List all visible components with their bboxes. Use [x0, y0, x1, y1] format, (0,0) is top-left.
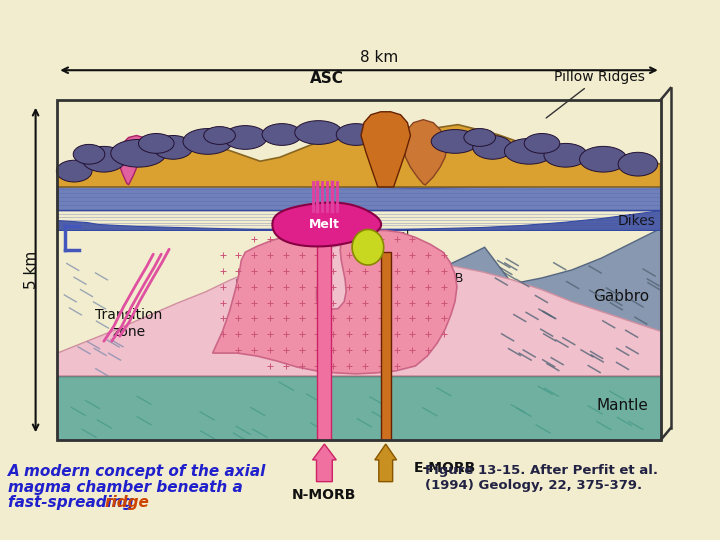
Polygon shape — [58, 125, 661, 187]
Ellipse shape — [138, 133, 174, 153]
Text: magma chamber beneath a: magma chamber beneath a — [8, 480, 243, 495]
Ellipse shape — [111, 139, 166, 167]
Text: Figure 13-15. After Perfit et al.
(1994) Geology, 22, 375-379.: Figure 13-15. After Perfit et al. (1994)… — [426, 464, 658, 492]
Polygon shape — [272, 202, 381, 246]
Text: A modern concept of the axial: A modern concept of the axial — [8, 464, 266, 479]
Text: Dikes: Dikes — [618, 213, 656, 227]
Polygon shape — [58, 185, 661, 211]
Polygon shape — [352, 230, 384, 265]
Ellipse shape — [544, 144, 588, 167]
Ellipse shape — [505, 138, 554, 164]
Text: Pillow Ridges: Pillow Ridges — [546, 70, 644, 118]
Polygon shape — [212, 231, 457, 374]
Text: fast-spreading: fast-spreading — [8, 496, 139, 510]
Text: ASC: ASC — [310, 71, 343, 86]
Text: Marginal
E-MORB
chamber: Marginal E-MORB chamber — [361, 230, 410, 265]
Ellipse shape — [336, 124, 376, 145]
Polygon shape — [58, 376, 661, 440]
Ellipse shape — [464, 129, 495, 146]
Polygon shape — [58, 211, 661, 231]
Text: Layer 2A: Layer 2A — [594, 192, 656, 206]
Polygon shape — [440, 228, 661, 376]
Ellipse shape — [73, 144, 105, 164]
Ellipse shape — [580, 146, 627, 172]
Polygon shape — [361, 112, 410, 187]
Ellipse shape — [56, 160, 92, 182]
Polygon shape — [58, 244, 661, 376]
Text: Melt: Melt — [309, 218, 340, 231]
Ellipse shape — [82, 146, 125, 172]
Polygon shape — [119, 136, 146, 185]
Ellipse shape — [223, 126, 267, 150]
Ellipse shape — [153, 136, 193, 159]
FancyArrow shape — [312, 444, 336, 482]
Ellipse shape — [262, 124, 302, 145]
Ellipse shape — [183, 129, 233, 154]
Ellipse shape — [431, 130, 479, 153]
Ellipse shape — [473, 136, 513, 159]
FancyArrow shape — [375, 444, 397, 482]
Ellipse shape — [524, 133, 559, 153]
Text: ridge: ridge — [105, 496, 150, 510]
Polygon shape — [318, 227, 331, 440]
Text: 8 km: 8 km — [360, 50, 398, 65]
Ellipse shape — [294, 120, 342, 144]
Text: E-MORB: E-MORB — [413, 461, 476, 475]
Text: Transition
zone: Transition zone — [95, 308, 162, 339]
Text: 5 km: 5 km — [24, 251, 39, 289]
Text: N-MORB: N-MORB — [292, 488, 356, 502]
Text: E-MORB
dike: E-MORB dike — [413, 272, 464, 301]
Ellipse shape — [373, 127, 408, 147]
Polygon shape — [381, 252, 391, 440]
Ellipse shape — [618, 152, 657, 176]
Bar — [58, 100, 661, 440]
Text: Mush: Mush — [235, 279, 275, 294]
Text: Gabbro: Gabbro — [593, 289, 649, 304]
Polygon shape — [403, 120, 447, 185]
Ellipse shape — [204, 126, 235, 144]
Text: Mantle: Mantle — [597, 398, 649, 413]
